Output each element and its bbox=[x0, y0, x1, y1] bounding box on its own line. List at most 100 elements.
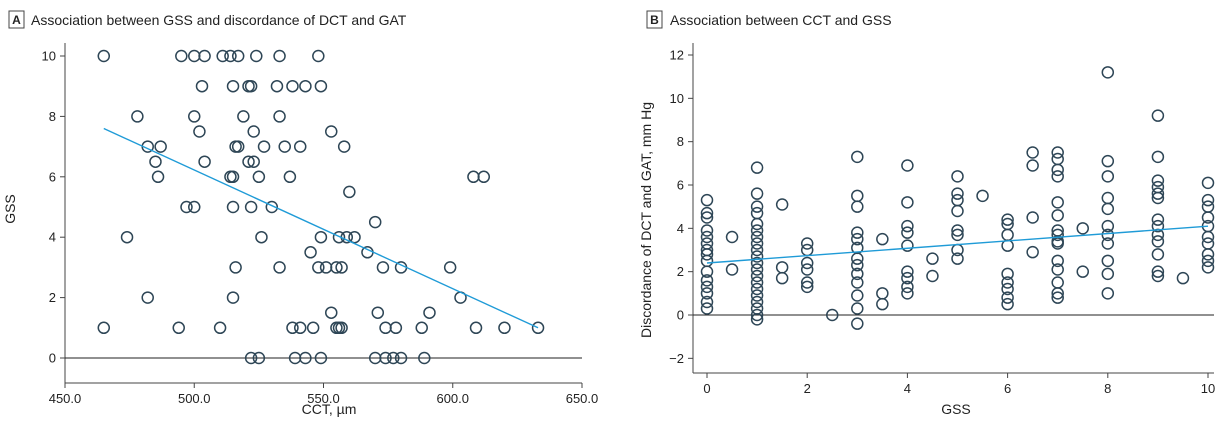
panel-a-data-point bbox=[255, 230, 268, 244]
panel-a-data-point bbox=[213, 321, 227, 335]
panel-b-data-point bbox=[700, 248, 714, 261]
panel-b-data-point bbox=[750, 308, 764, 322]
panel-a-data-point bbox=[332, 321, 346, 335]
panel-b-data-point bbox=[1026, 146, 1039, 159]
panel-a-x-tick-label: 650.0 bbox=[566, 391, 599, 406]
panel-b-data-point bbox=[1001, 291, 1014, 304]
panel-b-data-point bbox=[926, 269, 939, 283]
panel-b-data-point bbox=[851, 150, 864, 164]
panel-a-data-point bbox=[226, 200, 240, 214]
panel-b-data-point bbox=[901, 226, 914, 239]
panel-b-data-point bbox=[1101, 254, 1115, 268]
panel-b-y-axis-label: Discordance of DCT and GAT, mm Hg bbox=[638, 102, 654, 338]
panel-a-data-point bbox=[244, 79, 258, 93]
panel-a-data-point bbox=[379, 321, 392, 335]
panel-a-data-point bbox=[286, 321, 299, 335]
panel-a-x-tick-label: 500.0 bbox=[178, 391, 211, 406]
panel-a-data-point bbox=[293, 140, 307, 153]
panel-b-data-point bbox=[800, 256, 814, 270]
panel-b-data-point bbox=[1201, 211, 1215, 224]
panel-b-data-point bbox=[851, 189, 864, 203]
panel-a-y-tick-label: 0 bbox=[49, 351, 56, 366]
panel-a-data-point bbox=[335, 261, 348, 274]
panel-b-data-point bbox=[750, 282, 764, 296]
panel-a-data-point bbox=[299, 351, 312, 365]
panel-a-data-point bbox=[418, 351, 431, 365]
panel-a-data-point bbox=[149, 155, 162, 168]
panel-b-data-point bbox=[750, 243, 764, 257]
panel-b-data-point bbox=[851, 276, 864, 289]
panel-b-data-point bbox=[951, 204, 964, 218]
panel-b-data-point bbox=[750, 230, 764, 244]
panel-b-data-point bbox=[1051, 228, 1064, 242]
panel-b-data-point bbox=[1201, 261, 1215, 274]
panel-a-letter: A bbox=[12, 13, 21, 27]
panel-b-data-point bbox=[750, 313, 764, 326]
panel-a-data-point bbox=[231, 49, 245, 63]
panel-b-data-point bbox=[1051, 196, 1064, 209]
panel-b-data-point bbox=[1201, 254, 1215, 268]
panel-b-letter: B bbox=[650, 13, 659, 27]
panel-a-x-tick-label: 550.0 bbox=[307, 391, 340, 406]
panel-b-data-point bbox=[1201, 176, 1215, 190]
panel-a-data-point bbox=[348, 230, 361, 244]
panel-b-data-point bbox=[1026, 211, 1039, 224]
panel-b-plot: Discordance of DCT and GAT, mm Hg GSS −2… bbox=[638, 43, 1215, 417]
panel-b-data-point bbox=[951, 193, 964, 207]
panel-b-data-point bbox=[750, 256, 764, 270]
panel-b-data-point bbox=[1001, 297, 1014, 311]
panel-b-x-axis-label: GSS bbox=[941, 401, 971, 417]
panel-a-data-point bbox=[314, 79, 328, 93]
panel-a-data-point bbox=[247, 155, 260, 168]
panel-b-data-point bbox=[951, 228, 964, 242]
panel-a-data-point bbox=[257, 140, 271, 153]
panel-b-data-point bbox=[1051, 276, 1064, 289]
panel-b-data-point bbox=[1101, 170, 1115, 183]
panel-a-data-point bbox=[224, 49, 237, 63]
panel-b-data-point bbox=[750, 237, 764, 250]
panel-b-data-point bbox=[1051, 254, 1064, 268]
panel-b-trend-line bbox=[706, 225, 1209, 264]
panel-a-y-tick-label: 6 bbox=[49, 169, 56, 184]
panel-b-data-point bbox=[901, 239, 914, 252]
panel-b-data-point bbox=[901, 159, 914, 172]
panel-b-data-point bbox=[800, 263, 814, 276]
panel-a-data-point bbox=[244, 200, 258, 214]
panel-b-data-point bbox=[901, 280, 914, 294]
panel-a-letter-box bbox=[8, 10, 25, 29]
panel-a-data-point bbox=[325, 306, 338, 319]
panel-b-data-point bbox=[1026, 245, 1039, 259]
panel-b-data-point bbox=[901, 219, 914, 233]
panel-a-trend-line bbox=[103, 127, 539, 329]
panel-a-data-point bbox=[376, 261, 390, 274]
panel-a-data-point bbox=[394, 351, 408, 365]
panel-b-data-point bbox=[851, 302, 864, 315]
panel-b-data-point bbox=[1151, 191, 1165, 205]
panel-b-data-point bbox=[700, 295, 714, 309]
panel-b-data-point bbox=[750, 206, 764, 220]
panel-b-data-point bbox=[1151, 213, 1165, 226]
panel-b-data-point bbox=[1051, 152, 1064, 166]
panel-a-data-point bbox=[312, 49, 325, 63]
panel-b-data-point bbox=[1026, 159, 1039, 172]
panel-b-x-tick-label: 0 bbox=[703, 381, 710, 396]
panel-b-data-point bbox=[750, 161, 764, 174]
panel-a-data-point bbox=[531, 321, 545, 335]
panel-a-data-point bbox=[242, 155, 255, 168]
panel-b-data-point bbox=[1101, 228, 1115, 242]
panel-b-data-point bbox=[901, 196, 914, 209]
panel-b-data-point bbox=[700, 274, 714, 287]
panel-a-data-point bbox=[226, 79, 240, 93]
panel-a-data-point bbox=[314, 230, 328, 244]
panel-a-data-point bbox=[180, 200, 193, 214]
panel-a-data-point bbox=[283, 170, 297, 184]
panel-a-data-point bbox=[229, 140, 242, 153]
panel-b-data-point bbox=[851, 289, 864, 302]
panel-b-data-point bbox=[951, 170, 964, 183]
panel-b-data-point bbox=[750, 302, 764, 315]
panel-b-data-point bbox=[800, 243, 814, 257]
panel-a-data-point bbox=[477, 170, 491, 184]
panel-a-y-tick-label: 4 bbox=[49, 230, 56, 245]
panel-b-data-point bbox=[1001, 282, 1014, 296]
panel-a-data-point bbox=[188, 110, 201, 123]
